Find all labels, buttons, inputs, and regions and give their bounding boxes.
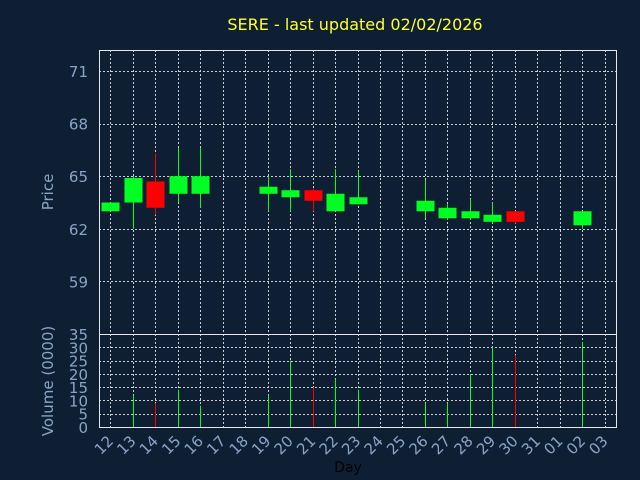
candle-body-02 [573,211,592,226]
candle-15 [169,148,188,203]
price-tick-label: 71 [69,63,88,81]
price-axis-label: Price [39,174,57,211]
chart-title: SERE - last updated 02/02/2026 [227,15,482,34]
candle-13 [124,176,143,229]
candle-body-12 [101,202,120,212]
volume-tick-label: 35 [69,326,88,344]
candle-29 [483,202,502,224]
price-tick-label: 68 [69,116,88,134]
candle-22 [326,169,345,212]
candle-body-22 [326,193,345,212]
volume-tick-label: 5 [78,406,88,424]
candle-body-14 [146,181,165,208]
price-tick-label: 62 [69,221,88,239]
candle-body-27 [438,207,457,219]
candle-body-30 [506,211,525,222]
candle-body-16 [191,176,210,194]
volume-axis-label: Volume (0000) [39,326,57,436]
candle-14 [146,153,165,215]
candle-21 [304,188,323,212]
candle-body-20 [281,190,300,198]
candle-27 [438,204,457,221]
candle-body-15 [169,176,188,194]
candle-16 [191,148,210,208]
volume-bars [133,341,583,427]
volume-tick-label: 15 [69,379,88,397]
candle-02 [573,211,592,229]
candle-body-23 [349,197,368,205]
volume-tick-label: 10 [69,392,88,410]
candle-23 [349,170,368,205]
volume-panel-frame [99,334,617,428]
volume-tick-label: 25 [69,353,88,371]
candle-30 [506,211,525,224]
candle-body-19 [259,186,278,194]
candle-20 [281,169,300,212]
candle-body-26 [416,200,435,212]
price-tick-label: 59 [69,273,88,291]
volume-tick-label: 20 [69,366,88,384]
candle-28 [461,199,480,221]
candle-body-29 [483,214,502,222]
x-axis-label: Day [334,460,362,476]
candle-body-28 [461,211,480,219]
volume-tick-label: 30 [69,339,88,357]
candle-body-13 [124,177,143,203]
candle-19 [259,176,278,212]
candle-body-21 [304,190,323,201]
candle-12 [101,202,120,212]
candle-26 [416,179,435,219]
price-candles [101,148,592,229]
chart-frame [99,50,617,428]
price-tick-label: 65 [69,168,88,186]
volume-tick-label: 0 [78,419,88,437]
